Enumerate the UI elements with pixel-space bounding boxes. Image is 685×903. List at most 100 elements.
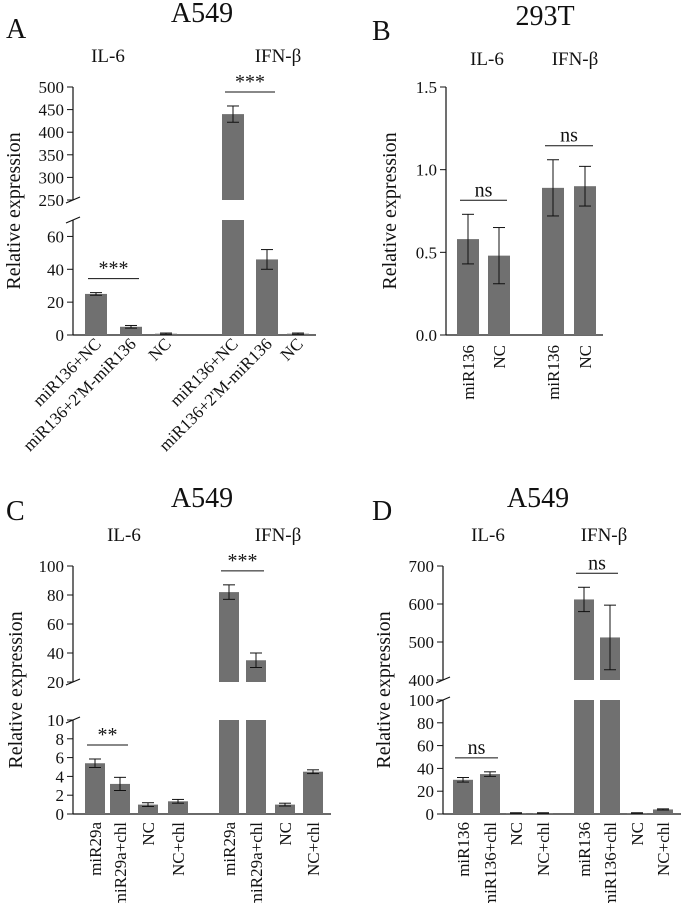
y-tick-label: 80 [417,714,434,733]
significance-label: *** [228,550,258,572]
y-tick-label: 400 [409,671,435,690]
bar [219,720,239,814]
y-axis-label: Relative expression [373,611,395,768]
y-tick-label: 100 [409,691,435,710]
y-tick-label: 40 [47,260,64,279]
x-tick-label: NC+chl [304,822,323,876]
x-tick-label: miR29a+chl [111,822,130,903]
y-tick-label: 600 [409,595,435,614]
x-tick-label: NC [490,345,509,369]
y-tick-label: 0.0 [416,326,437,345]
axis-break-mark [435,696,451,704]
group-label: IFN-β [255,525,302,546]
y-tick-label: 100 [39,557,65,576]
bar [574,186,596,335]
bar [653,809,673,814]
x-tick-label: miR136 [575,822,594,877]
panel-letter: B [372,16,391,47]
x-tick-label: NC [507,822,526,846]
bar [222,114,244,200]
x-tick-label: miR136+chl [481,822,500,903]
bar [85,763,105,814]
x-tick-label: NC [276,822,295,846]
y-axis-label: Relative expression [5,611,27,768]
significance-label: *** [99,258,129,280]
y-tick-label: 1.0 [416,161,437,180]
bar [138,804,158,814]
bar [246,720,266,814]
x-tick-label: miR29a [86,822,105,876]
y-tick-label: 40 [417,759,434,778]
y-axis-label: Relative expression [379,132,401,289]
axis-break-mark [65,196,81,204]
significance-label: ns [588,552,606,574]
y-tick-label: 10 [47,711,64,730]
group-label: IFN-β [552,49,599,70]
bar [219,592,239,682]
bar [600,700,620,814]
chart-title: A549 [507,483,569,514]
axis-break-mark [65,716,81,724]
y-tick-label: 700 [409,557,435,576]
axis-break-mark [435,676,451,684]
y-tick-label: 350 [39,146,65,165]
y-tick-label: 300 [39,168,65,187]
bar [275,804,295,814]
chart-panel-a: A A549 IL-6 IFN-β Relative expression 0 20 40 60… [3,0,316,455]
axis-break-mark [65,216,81,224]
x-tick-label: miR136 [454,822,473,877]
panel-letter: C [6,496,25,527]
x-tick-label: miR29a+chl [247,822,266,903]
significance-label: ns [468,737,486,759]
significance-label: ns [475,179,493,201]
y-tick-label: 60 [417,737,434,756]
y-tick-label: 0.5 [416,243,437,262]
y-tick-label: 20 [417,782,434,801]
y-tick-label: 20 [47,293,64,312]
y-tick-label: 6 [56,749,65,768]
x-tick-label: miR136 [544,345,563,400]
y-tick-label: 1.5 [416,78,437,97]
bar [488,255,510,335]
y-tick-label: 40 [47,644,64,663]
group-label: IL-6 [91,46,125,67]
group-label: IL-6 [107,525,141,546]
bar [457,239,479,335]
y-tick-label: 400 [39,123,65,142]
y-tick-label: 8 [56,730,65,749]
group-label: IL-6 [471,525,505,546]
panel-letter: A [6,14,27,45]
x-tick-label: NC [145,334,175,364]
group-label: IFN-β [255,46,302,67]
y-tick-label: 4 [56,767,65,786]
x-tick-label: NC+chl [169,822,188,876]
significance-label: ** [98,724,118,746]
bar [120,326,142,335]
y-tick-label: 0 [426,805,435,824]
x-tick-label: NC+chl [534,822,553,876]
bar [110,783,130,814]
x-tick-label: miR136+chl [601,822,620,903]
chart-title: 293T [515,1,574,32]
x-tick-label: NC [139,822,158,846]
axis-break-mark [65,678,81,686]
y-tick-label: 0 [56,805,65,824]
y-tick-label: 2 [56,786,65,805]
x-tick-label: miR136 [459,345,478,400]
bar [168,801,188,814]
x-tick-label: NC [628,822,647,846]
y-tick-label: 60 [47,227,64,246]
bar [480,774,500,814]
y-tick-label: 20 [47,673,64,692]
y-tick-label: 80 [47,586,64,605]
chart-panel-b: B 293T IL-6 IFN-β Relative expression 0.0 0.5 1… [372,1,603,400]
x-tick-label: NC+chl [654,822,673,876]
significance-label: ns [560,125,578,147]
group-label: IFN-β [581,525,628,546]
chart-title: A549 [171,0,233,29]
y-tick-label: 60 [47,615,64,634]
panel-letter: D [372,496,392,527]
y-axis-label: Relative expression [3,132,25,289]
